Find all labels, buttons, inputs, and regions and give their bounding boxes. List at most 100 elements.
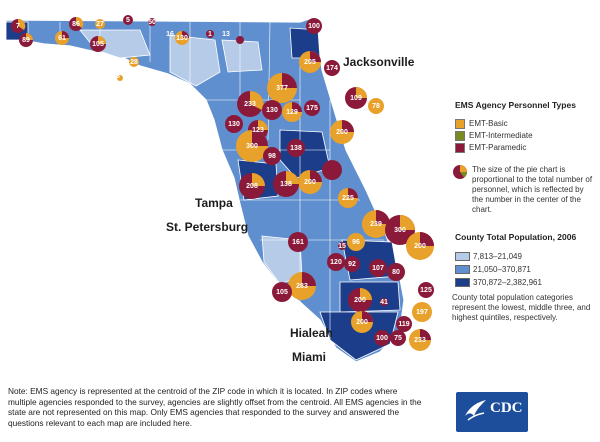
agency-pie	[117, 75, 123, 81]
agency-label: 300	[394, 227, 406, 234]
agency-label: 61	[58, 35, 66, 42]
agency-pie	[322, 160, 342, 180]
agency-label: 96	[352, 239, 360, 246]
agency-pie	[236, 36, 244, 44]
agency-pie	[306, 18, 322, 34]
agency-label: 1	[208, 31, 212, 38]
footnote: Note: EMS agency is represented at the c…	[8, 386, 422, 428]
agency-label: 200	[354, 297, 366, 304]
agency-label: 200	[356, 319, 368, 326]
agency-label: 78	[372, 103, 380, 110]
agency-pie	[348, 288, 372, 312]
county-low-north	[221, 39, 263, 73]
agency-pie	[380, 298, 388, 306]
agency-pie	[236, 130, 268, 162]
city-label-jacksonville: Jacksonville	[343, 55, 415, 69]
agency-pie	[273, 171, 299, 197]
agency-pie	[267, 73, 297, 103]
legend-swatch-pop-mid	[455, 265, 470, 274]
city-label-miami: Miami	[292, 350, 327, 364]
agency-pie	[351, 311, 373, 333]
agency-label: 10	[100, 67, 108, 74]
agency-pie	[90, 36, 106, 52]
legend-swatch-basic	[455, 119, 465, 129]
agency-pie	[409, 329, 431, 351]
agency-label: 208	[246, 183, 258, 190]
agency-pie	[288, 272, 316, 300]
agency-label: 98	[268, 153, 276, 160]
legend-swatch-intermediate	[455, 131, 465, 141]
agency-label: 27	[96, 21, 104, 28]
agency-label: 120	[330, 259, 342, 266]
legend-item-basic: EMT-Basic	[469, 119, 508, 128]
agency-pie	[262, 100, 282, 120]
agency-pie	[368, 98, 384, 114]
agency-pie	[344, 256, 360, 272]
agency-pie	[123, 15, 133, 25]
agency-label: 16	[166, 31, 174, 38]
agency-label: 123	[252, 127, 264, 134]
agency-pie	[327, 253, 345, 271]
agency-label: 174	[326, 65, 338, 72]
legend-swatch-paramedic	[455, 143, 465, 153]
agency-pie	[11, 18, 26, 33]
legend-item-pop-high: 370,872–2,382,961	[473, 278, 542, 287]
agency-pie	[239, 173, 265, 199]
city-label-tampa: Tampa	[195, 196, 233, 210]
agency-pie	[374, 330, 390, 346]
agency-pie	[206, 30, 214, 38]
agency-pie	[19, 33, 33, 47]
cdc-logo-text: CDC	[490, 400, 523, 416]
agency-label: 13	[222, 31, 230, 38]
agency-pie	[385, 215, 415, 245]
agency-pie	[390, 330, 406, 346]
agency-pie	[387, 263, 405, 281]
agency-label: 105	[276, 289, 288, 296]
agency-pie	[369, 259, 387, 277]
legend-population-note: County total population categories repre…	[452, 293, 591, 322]
agency-pie	[412, 302, 432, 322]
county-high-miami	[319, 311, 399, 361]
agency-label: 200	[414, 243, 426, 250]
agency-label: 233	[244, 101, 256, 108]
agency-label: 80	[392, 269, 400, 276]
hhs-eagle-icon	[465, 400, 486, 421]
agency-label: 138	[280, 181, 292, 188]
agency-label: 86	[72, 21, 80, 28]
legend-item-pop-low: 7,813–21,049	[473, 252, 522, 261]
agency-pie	[406, 232, 434, 260]
agency-label: 200	[304, 179, 316, 186]
city-label-st-petersburg: St. Petersburg	[166, 220, 249, 234]
agency-pie	[345, 87, 367, 109]
agency-pie	[298, 170, 322, 194]
legend-population-title: County Total Population, 2006	[455, 232, 577, 242]
agency-label: 300	[246, 143, 258, 150]
agency-pie	[148, 18, 156, 26]
agency-pie	[237, 90, 264, 117]
agency-label: 18	[112, 73, 120, 80]
agency-pie	[338, 242, 346, 250]
legend-swatch-pop-high	[455, 278, 470, 287]
agency-pie	[288, 232, 308, 252]
agency-label: 130	[228, 121, 240, 128]
legend-pie-example	[453, 165, 467, 179]
agency-labels: 7 89 61 86 105 27 5 50 16 130 1 13 28 18…	[16, 17, 432, 344]
agency-label: 130	[176, 35, 188, 42]
agency-pie	[282, 102, 302, 122]
agency-pie	[330, 120, 354, 144]
agency-label: 28	[130, 59, 138, 66]
agency-label: 175	[306, 105, 318, 112]
agency-label: 89	[22, 37, 30, 44]
agency-pie	[324, 60, 340, 76]
agency-pie	[55, 31, 69, 45]
agency-label: 100	[376, 335, 388, 342]
agency-pie	[362, 210, 390, 238]
agency-pie	[272, 282, 292, 302]
county-low-bigbend	[169, 34, 221, 87]
agency-label: 377	[276, 85, 288, 92]
agency-label: 107	[372, 265, 384, 272]
agency-label: 138	[290, 145, 302, 152]
agency-label: 100	[308, 23, 320, 30]
agency-pie	[338, 188, 358, 208]
agency-label: 283	[296, 283, 308, 290]
